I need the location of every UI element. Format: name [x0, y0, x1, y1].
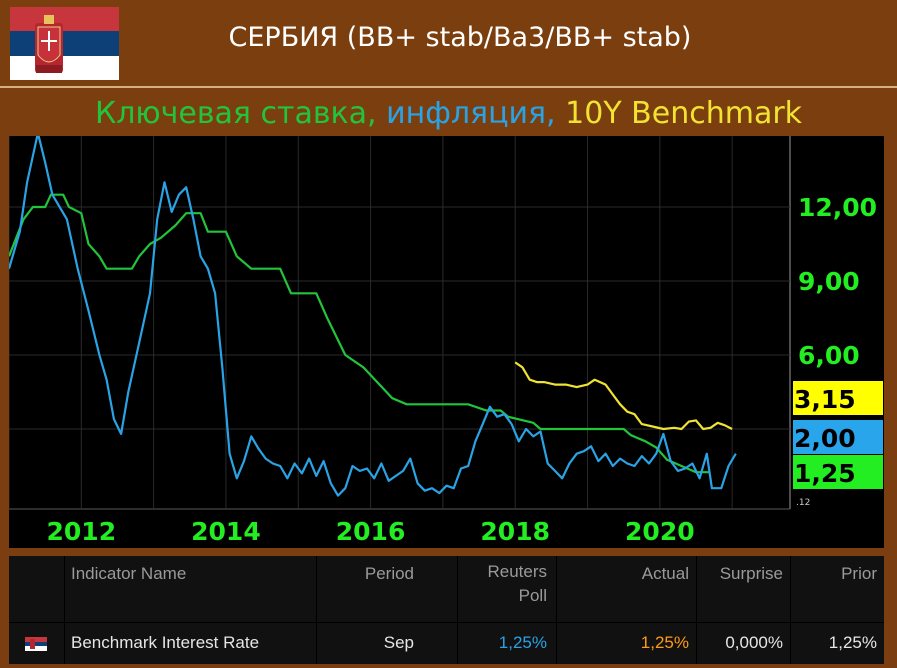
value-label-text: 3,15 — [794, 385, 856, 414]
row-period: Sep — [383, 633, 414, 652]
header-indicator-name[interactable]: Indicator Name — [71, 564, 187, 583]
header-prior[interactable]: Prior — [841, 564, 877, 583]
subtitle-inflation: инфляция, — [376, 96, 556, 131]
subtitle-benchmark: 10Y Benchmark — [555, 96, 803, 131]
x-tick-label: 2012 — [47, 517, 117, 546]
x-tick-label: 2020 — [625, 517, 695, 546]
header-reuters-poll[interactable]: Reuters Poll — [459, 556, 551, 622]
page-title: СЕРБИЯ (BB+ stab/Ba3/BB+ stab) — [228, 22, 692, 53]
header-actual[interactable]: Actual — [641, 564, 689, 583]
value-label-text: 2,00 — [794, 424, 856, 453]
row-actual: 1,25% — [640, 633, 689, 652]
x-tick-label: 2016 — [336, 517, 406, 546]
y-tick-label: 12,00 — [798, 193, 877, 222]
header-surprise[interactable]: Surprise — [719, 564, 783, 583]
column-divider — [790, 556, 791, 664]
subtitle-policy-rate: Ключевая ставка, — [94, 96, 377, 131]
row-reuters-poll: 1,25% — [498, 633, 547, 652]
indicator-table: Indicator Name Period Reuters Poll Actua… — [9, 556, 884, 664]
column-divider — [64, 556, 65, 664]
row-indicator-name: Benchmark Interest Rate — [71, 633, 260, 652]
column-divider — [457, 556, 458, 664]
header-period[interactable]: Period — [364, 564, 414, 583]
y-tick-label: 6,00 — [798, 341, 860, 370]
x-tick-label: 2018 — [480, 517, 550, 546]
chart-area: 2012 2014 2016 2018 2020 12,00 9,00 6,00 3,15 2,0… — [9, 136, 884, 548]
series-line-2 — [514, 361, 733, 431]
row-prior: 1,25% — [828, 633, 877, 652]
row-surprise: 0,000% — [725, 633, 783, 652]
column-divider — [316, 556, 317, 664]
header-divider — [0, 86, 897, 88]
line-chart: 2012 2014 2016 2018 2020 12,00 9,00 6,00 3,15 2,0… — [9, 136, 884, 548]
column-divider — [696, 556, 697, 664]
value-label-box — [793, 381, 883, 415]
value-label-text: .12 — [796, 498, 810, 508]
value-label-box — [793, 494, 815, 508]
chart-subtitle: Ключевая ставка, инфляция, 10Y Benchmark — [0, 96, 897, 131]
table-row-divider — [9, 622, 884, 623]
value-label-box — [793, 420, 883, 454]
column-divider — [556, 556, 557, 664]
x-tick-label: 2014 — [191, 517, 261, 546]
subtitle-bar: Ключевая ставка, инфляция, 10Y Benchmark — [0, 88, 897, 136]
row-flag-icon — [25, 622, 49, 664]
series-line-0 — [9, 193, 711, 474]
header: СЕРБИЯ (BB+ stab/Ba3/BB+ stab) — [0, 0, 897, 86]
value-label-text: 1,25 — [794, 459, 856, 488]
y-tick-label: 9,00 — [798, 267, 860, 296]
series-line-1 — [9, 136, 737, 497]
coat-of-arms-icon — [35, 15, 63, 73]
serbia-flag-icon — [10, 7, 119, 80]
chart-background — [9, 136, 884, 548]
header-reuters-poll-line1: Reuters — [487, 562, 547, 581]
value-label-box — [793, 455, 883, 489]
header-reuters-poll-line2: Poll — [518, 586, 547, 605]
